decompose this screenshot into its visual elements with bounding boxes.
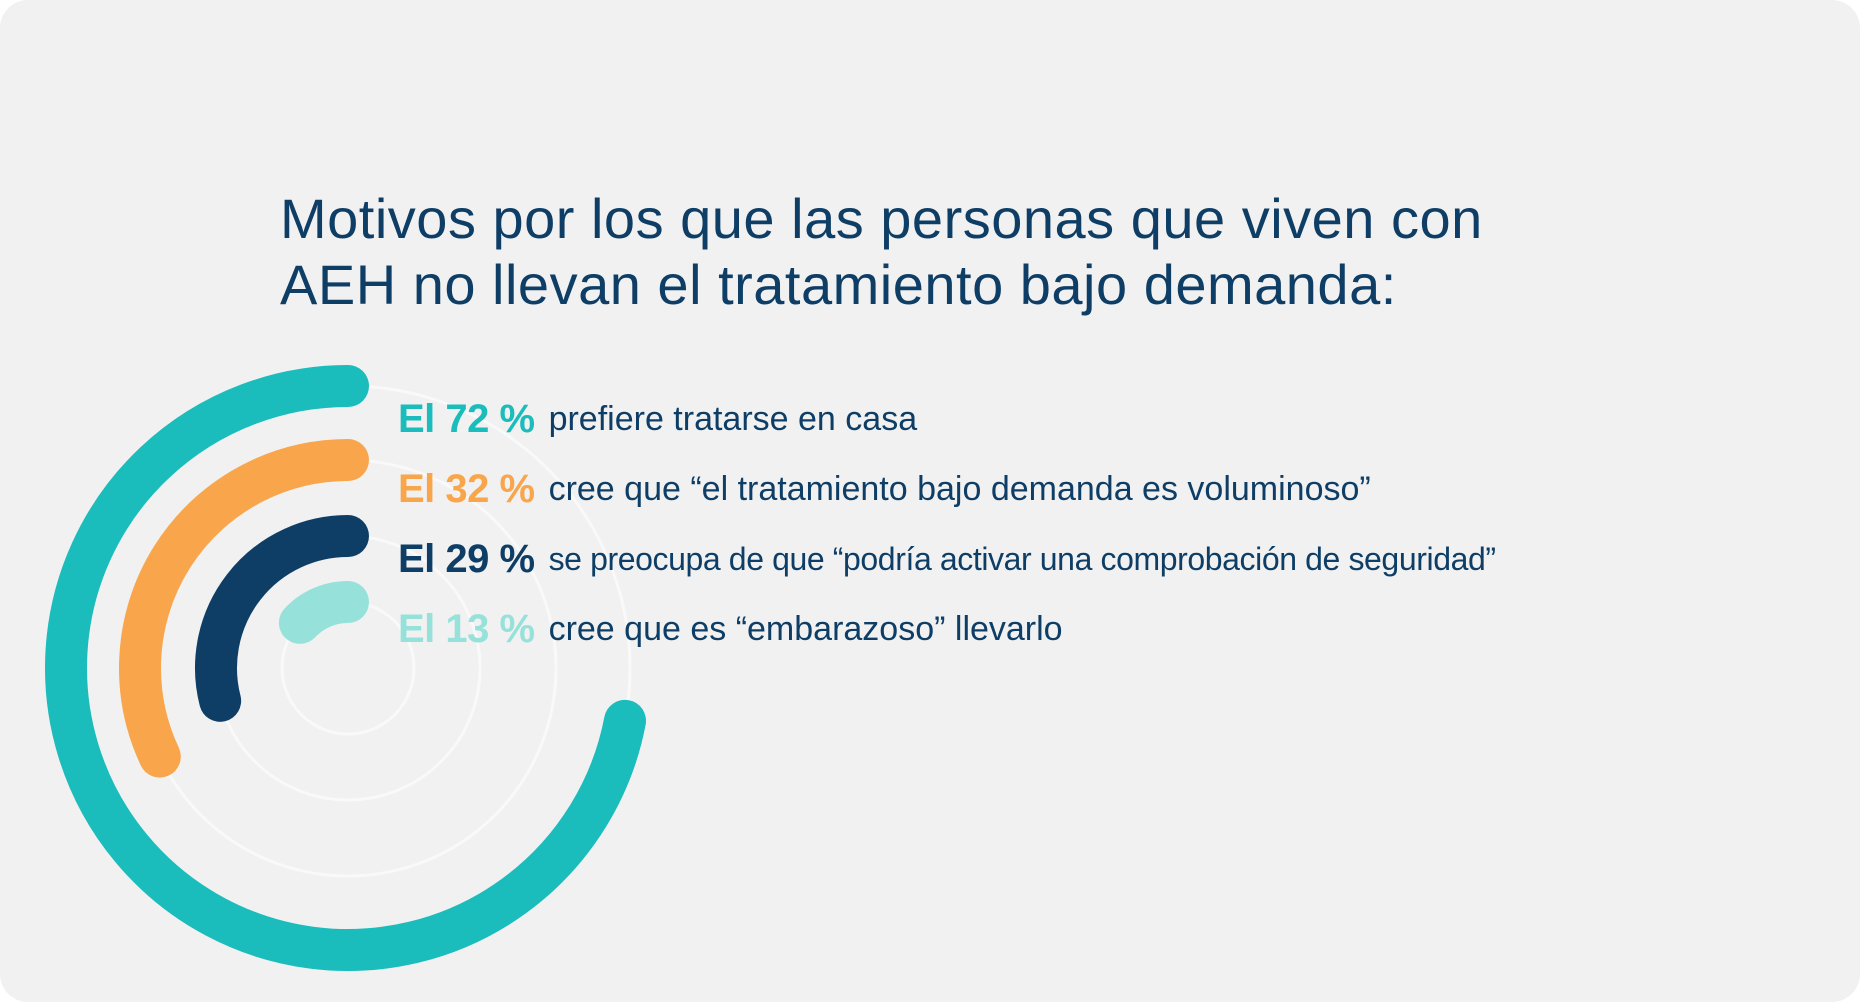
legend: El 72 % prefiere tratarse en casa El 32 … — [398, 384, 1838, 664]
arc-32 — [119, 439, 369, 778]
arc-72 — [45, 365, 647, 971]
legend-description: cree que es “embarazoso” llevarlo — [548, 609, 1063, 648]
legend-item-72: El 72 % prefiere tratarse en casa — [398, 384, 1838, 454]
legend-percentage: El 13 % — [398, 606, 535, 651]
legend-item-13: El 13 % cree que es “embarazoso” llevarl… — [398, 594, 1838, 664]
legend-percentage: El 72 % — [398, 396, 535, 441]
arc-29 — [195, 515, 369, 722]
legend-percentage: El 32 % — [398, 466, 535, 511]
chart-title: Motivos por los que las personas que viv… — [280, 186, 1680, 318]
legend-description: cree que “el tratamiento bajo demanda es… — [548, 469, 1371, 508]
title-line-1: Motivos por los que las personas que viv… — [280, 187, 1483, 250]
legend-item-29: El 29 % se preocupa de que “podría activ… — [398, 524, 1838, 594]
legend-percentage: El 29 % — [398, 536, 535, 581]
legend-description: se preocupa de que “podría activar una c… — [548, 540, 1496, 577]
legend-item-32: El 32 % cree que “el tratamiento bajo de… — [398, 454, 1838, 524]
arc-13 — [278, 581, 369, 644]
legend-description: prefiere tratarse en casa — [548, 399, 918, 438]
arcs-group — [45, 365, 647, 971]
title-line-2: AEH no llevan el tratamiento bajo demand… — [280, 253, 1397, 316]
